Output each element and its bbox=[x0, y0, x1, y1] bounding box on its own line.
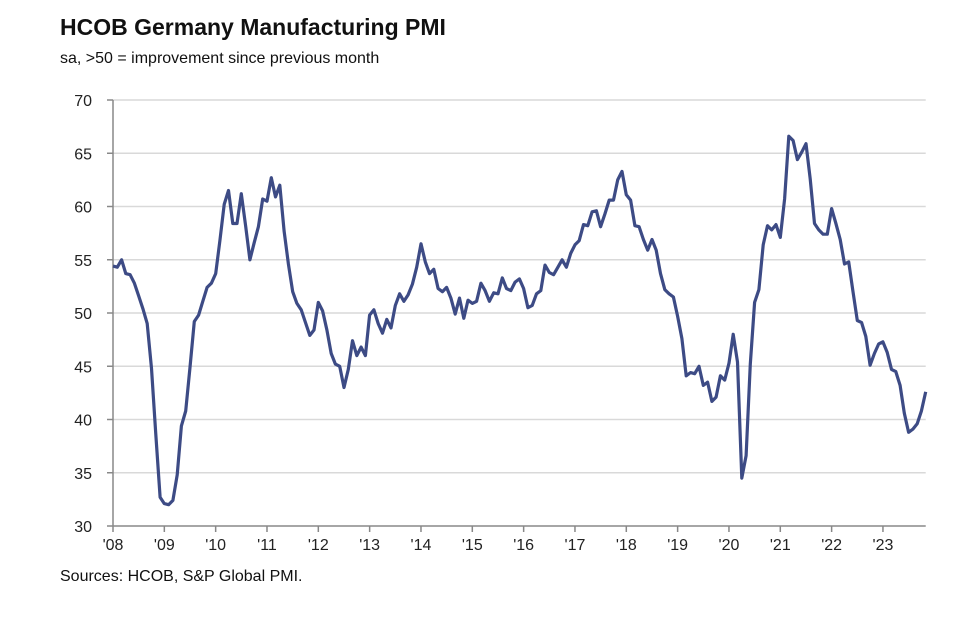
x-tick-label: '09 bbox=[154, 537, 175, 554]
y-tick-label: 35 bbox=[74, 466, 92, 483]
y-tick-label: 55 bbox=[74, 253, 92, 270]
x-tick-label: '22 bbox=[821, 537, 842, 554]
x-tick-label: '17 bbox=[565, 537, 586, 554]
chart-title: HCOB Germany Manufacturing PMI bbox=[60, 14, 446, 40]
x-tick-label: '08 bbox=[103, 537, 124, 554]
pmi-series-line bbox=[112, 134, 928, 507]
y-tick-label: 70 bbox=[74, 93, 92, 110]
y-tick-label: 40 bbox=[74, 413, 92, 430]
x-tick-label: '20 bbox=[719, 537, 740, 554]
x-tick-label: '13 bbox=[359, 537, 380, 554]
y-tick-label: 30 bbox=[74, 519, 92, 536]
x-tick-label: '15 bbox=[462, 537, 483, 554]
y-tick-label: 45 bbox=[74, 359, 92, 376]
x-tick-label: '14 bbox=[411, 537, 432, 554]
x-tick-label: '21 bbox=[770, 537, 791, 554]
y-tick-label: 65 bbox=[74, 146, 92, 163]
x-tick-label: '11 bbox=[257, 537, 277, 554]
x-tick-label: '16 bbox=[513, 537, 534, 554]
x-tick-label: '23 bbox=[873, 537, 894, 554]
y-tick-label: 60 bbox=[74, 200, 92, 217]
chart-source: Sources: HCOB, S&P Global PMI. bbox=[60, 568, 303, 585]
x-tick-label: '19 bbox=[667, 537, 688, 554]
x-tick-label: '18 bbox=[616, 537, 637, 554]
x-tick-label: '10 bbox=[205, 537, 226, 554]
chart-subtitle: sa, >50 = improvement since previous mon… bbox=[60, 50, 380, 67]
x-tick-label: '12 bbox=[308, 537, 329, 554]
y-tick-label: 50 bbox=[74, 306, 92, 323]
